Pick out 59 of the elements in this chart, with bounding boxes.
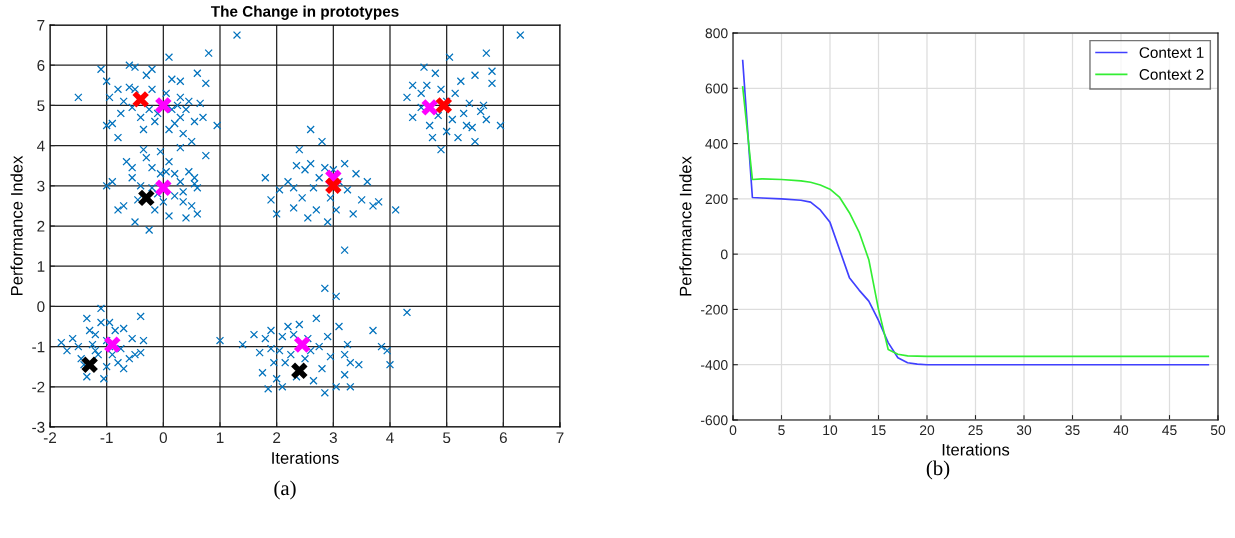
x-tick-label: 0 [729, 425, 737, 436]
y-axis-title: Performance Index [10, 155, 23, 296]
x-tick-label: 25 [968, 425, 983, 436]
y-tick-label: -2 [32, 381, 45, 393]
legend-label: Context 1 [1139, 47, 1204, 58]
y-tick-label: 5 [37, 100, 45, 112]
point [154, 178, 173, 197]
x-tick-label: 20 [919, 425, 935, 436]
x-tick-label: 3 [329, 432, 337, 444]
x-tick-label: 5 [778, 425, 785, 436]
point [324, 176, 343, 195]
x-axis-title: Iterations [272, 451, 339, 464]
x-axis-title: Iterations [942, 443, 1010, 456]
x-tick-label: 7 [556, 432, 564, 443]
y-tick-label: -400 [700, 360, 728, 370]
x-tick-label: 40 [1113, 425, 1129, 436]
y-tick-label: -200 [700, 304, 728, 315]
y-tick-label: -3 [32, 421, 45, 433]
x-tick-label: 2 [273, 432, 281, 443]
x-tick-label: 45 [1162, 425, 1177, 436]
y-tick-label: 400 [705, 138, 728, 149]
x-tick-label: -1 [100, 432, 113, 443]
y-tick-label: -1 [32, 341, 45, 353]
y-tick-label: 200 [705, 194, 728, 205]
y-tick-label: 6 [37, 60, 45, 71]
point [154, 96, 173, 115]
x-tick-label: 6 [499, 432, 507, 444]
x-tick-label: 10 [823, 425, 838, 436]
y-tick-label: 0 [720, 249, 728, 260]
point [434, 96, 453, 115]
point [290, 361, 309, 380]
y-tick-label: 600 [705, 83, 728, 94]
text: (a) [274, 480, 296, 500]
y-tick-label: 0 [37, 301, 45, 313]
point [131, 90, 150, 109]
point [293, 335, 312, 354]
x-tick-label: 15 [871, 425, 886, 436]
x-tick-label: 5 [443, 432, 451, 444]
point [420, 98, 439, 117]
y-tick-label: 4 [36, 140, 45, 152]
y-tick-label: 800 [705, 28, 728, 39]
x-tick-label: 50 [1210, 425, 1226, 436]
text: (b) [926, 460, 950, 480]
legend-label: Context 2 [1139, 69, 1204, 80]
y-tick-label: 3 [37, 180, 45, 192]
chart-title: The Change in prototypes [210, 5, 399, 20]
x-tick-label: 4 [386, 432, 394, 443]
x-tick-label: 0 [159, 432, 167, 444]
x-tick-label: 1 [216, 432, 224, 443]
point [137, 188, 156, 207]
y-tick-label: 7 [37, 20, 45, 31]
y-tick-label: -600 [700, 415, 728, 426]
y-axis-title: Performance Index [679, 156, 692, 296]
point [103, 335, 122, 354]
x-tick-label: 35 [1065, 425, 1080, 436]
point [80, 355, 99, 374]
y-tick-label: 2 [37, 220, 45, 232]
x-tick-label: 30 [1016, 425, 1032, 436]
y-tick-label: 1 [37, 261, 45, 272]
